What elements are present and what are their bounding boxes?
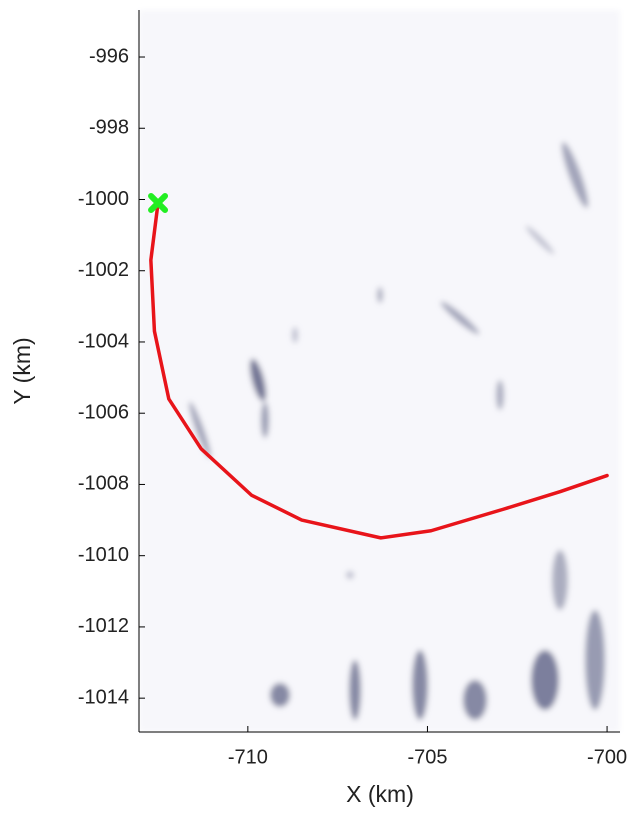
y-tick-label: -1006 — [78, 401, 129, 423]
y-tick-label: -1004 — [78, 330, 129, 352]
y-tick-label: -1000 — [78, 188, 129, 210]
line-series — [149, 201, 609, 540]
y-axis-title: Y (km) — [9, 337, 35, 404]
y-tick-label: -1002 — [78, 259, 129, 281]
y-tick-label: -998 — [89, 117, 129, 139]
y-tick-label: -996 — [89, 45, 129, 67]
y-tick-label: -1014 — [78, 686, 129, 708]
y-tick-label: -1008 — [78, 473, 129, 495]
x-axis-title: X (km) — [346, 781, 414, 807]
y-tick-label: -1012 — [78, 615, 129, 637]
x-tick-label: -710 — [228, 746, 268, 768]
background-image — [139, 10, 620, 732]
start-marker — [148, 193, 169, 214]
x-tick-label: -700 — [587, 746, 627, 768]
y-tick-label: -1010 — [78, 544, 129, 566]
x-tick-label: -705 — [407, 746, 447, 768]
